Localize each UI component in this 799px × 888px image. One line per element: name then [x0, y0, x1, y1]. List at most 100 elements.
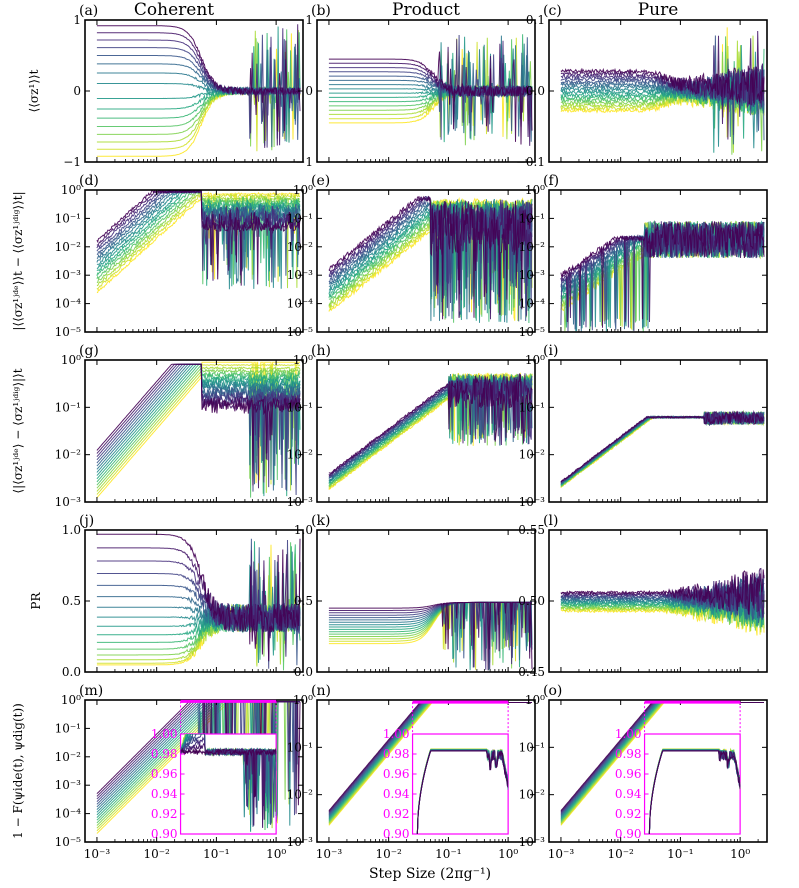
inset-series-group: [412, 748, 509, 834]
inset-y-tick-label: 0.96: [383, 767, 410, 781]
series-line-1: [96, 363, 301, 495]
y-tick-label: 10⁰: [61, 353, 81, 367]
y-tick-label: 10⁻⁵: [519, 325, 546, 339]
x-tick-label: 10⁰: [730, 847, 750, 861]
row-ylabel-3: PR: [29, 591, 43, 609]
y-tick-label: 10⁻¹: [55, 211, 81, 225]
column-title: Product: [392, 0, 460, 20]
panel-a: 1 0 −1 (a) Coherent: [63, 0, 304, 169]
y-tick-label: 10⁻³: [287, 495, 314, 509]
y-tick-label: 10⁻³: [55, 778, 82, 792]
x-tick-label: 10⁻¹: [435, 847, 461, 861]
y-tick-label: 10⁻⁵: [287, 325, 314, 339]
series-line-14: [328, 373, 533, 477]
y-tick-label: 0.5: [294, 594, 313, 608]
series-line-13: [560, 573, 765, 617]
panel-b: 1 0 −1 (b) Product: [295, 0, 536, 169]
y-tick-label: 10⁻⁵: [55, 835, 82, 849]
inset-y-tick-label: 0.96: [151, 767, 178, 781]
x-tick-label: 10⁻³: [84, 847, 111, 861]
panel-i: 10⁰ 10⁻¹ 10⁻² 10⁻³ (i): [519, 343, 768, 509]
y-tick-label: 10⁻¹: [519, 211, 545, 225]
x-tick-label: 10⁰: [498, 847, 518, 861]
y-tick-label: 1.0: [294, 523, 313, 537]
panel-label: (g): [79, 343, 99, 359]
panel-label: (k): [311, 513, 330, 529]
y-tick-label: 10⁻⁴: [287, 297, 314, 311]
series-line-15: [96, 190, 301, 286]
panel-label: (h): [311, 343, 331, 359]
series-group: [328, 34, 533, 146]
inset-y-tick-label: 0.98: [383, 747, 410, 761]
y-tick-label: 10⁻¹: [287, 400, 313, 414]
series-line-2: [96, 365, 301, 493]
y-tick-label: 10⁻²: [287, 240, 314, 254]
series-group: [96, 190, 301, 294]
panel-d: 10⁰ 10⁻¹ 10⁻² 10⁻³ 10⁻⁴ 10⁻⁵ (d): [55, 173, 304, 339]
panel-label: (d): [79, 173, 99, 189]
y-tick-label: −1: [63, 155, 81, 169]
y-tick-label: 10⁰: [293, 183, 313, 197]
column-title: Pure: [638, 0, 679, 20]
series-line-15: [96, 25, 301, 132]
y-tick-label: 10⁻²: [287, 788, 314, 802]
y-tick-label: 10⁻³: [287, 268, 314, 282]
y-tick-label: 10⁻³: [55, 495, 82, 509]
y-tick-label: 10⁰: [525, 353, 545, 367]
inset-y-tick-label: 0.96: [615, 767, 642, 781]
series-line-0: [96, 361, 300, 499]
y-tick-label: 10⁻⁴: [55, 807, 82, 821]
y-tick-label: 10⁻³: [519, 268, 546, 282]
panel-label: (a): [79, 3, 98, 19]
series-group: [96, 24, 301, 157]
y-tick-label: 0.55: [518, 523, 545, 537]
y-tick-label: 10⁻³: [55, 268, 82, 282]
y-tick-label: −0.1: [516, 155, 545, 169]
row-ylabel-4: 1 − F(ψide(t), ψdig(t)): [11, 703, 25, 839]
x-tick-label: 10⁻³: [316, 847, 343, 861]
inset-y-tick-label: 0.98: [615, 747, 642, 761]
axes-frame: [548, 359, 768, 503]
series-line-15: [328, 601, 533, 671]
y-tick-label: 10⁰: [61, 693, 81, 707]
y-tick-label: 10⁻⁴: [519, 297, 546, 311]
panel-label: (j): [79, 513, 94, 529]
panel-label: (e): [311, 173, 330, 189]
series-group: [328, 195, 533, 324]
series-line-9: [560, 68, 765, 137]
y-tick-label: 10⁻²: [519, 240, 546, 254]
x-axis-label: Step Size (2πg⁻¹): [369, 866, 491, 882]
y-tick-label: 0.50: [518, 594, 545, 608]
y-tick-label: 10⁻³: [287, 835, 314, 849]
series-line-7: [328, 373, 533, 483]
series-line-14: [560, 221, 765, 323]
inset-series-line-15: [416, 750, 509, 834]
row-ylabel-0: ⟨⟨σz¹⟩⟩t: [27, 69, 41, 112]
y-tick-label: 10⁻¹: [287, 740, 313, 754]
y-tick-label: 10⁻²: [55, 750, 82, 764]
inset-y-tick-label: 1.00: [383, 727, 410, 741]
series-line-15: [328, 195, 533, 320]
series-line-15: [328, 51, 533, 145]
y-tick-label: 0: [73, 84, 81, 98]
series-line-14: [96, 24, 301, 148]
inset-series-group: [180, 734, 277, 832]
y-tick-label: 10⁻¹: [519, 400, 545, 414]
y-tick-label: 10⁰: [61, 183, 81, 197]
inset-y-tick-label: 0.94: [151, 787, 178, 801]
series-line-3: [96, 367, 301, 489]
series-line-13: [96, 550, 301, 657]
y-tick-label: 10⁻¹: [287, 211, 313, 225]
x-tick-label: 10⁻²: [375, 847, 402, 861]
x-tick-label: 10⁻¹: [667, 847, 693, 861]
series-group: [96, 533, 301, 671]
axes-frame: [316, 699, 536, 843]
series-group: [560, 409, 765, 489]
inset-y-tick-label: 0.90: [383, 827, 410, 841]
row-ylabel-2: ⟨|⟨σz¹ʲᵈᵉ⟩ − ⟨σz¹ʲᵈⁱᵍ⟩|⟩t: [11, 368, 25, 493]
axes-frame: [84, 189, 304, 333]
x-tick-label: 10⁻²: [143, 847, 170, 861]
inset-y-tick-label: 0.94: [615, 787, 642, 801]
